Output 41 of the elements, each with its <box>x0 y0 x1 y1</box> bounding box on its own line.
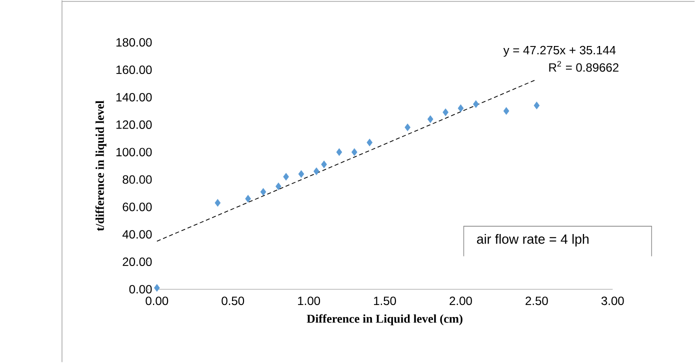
point <box>503 107 510 115</box>
point <box>352 148 358 156</box>
x-tick-label: 3.00 <box>601 296 624 306</box>
x-tick-label: 0.50 <box>222 296 244 306</box>
y-axis-title: t/difference in liquid level <box>95 100 106 232</box>
y-tick-label: 60.00 <box>122 202 152 212</box>
point <box>442 108 448 116</box>
annotation: air flow rate = 4 lph <box>477 234 589 247</box>
x-tick-label: 2.50 <box>526 296 548 306</box>
point <box>245 195 251 203</box>
point <box>298 170 304 178</box>
point <box>427 116 434 124</box>
y-tick-label: 120.00 <box>116 120 152 130</box>
point <box>336 148 342 156</box>
x-tick-label: 1.50 <box>374 296 396 306</box>
y-tick-label: 0.00 <box>129 285 152 294</box>
y-tick-label: 160.00 <box>116 66 152 74</box>
point <box>366 138 372 146</box>
point <box>534 102 540 110</box>
point <box>214 199 221 207</box>
y-tick-label: 180.00 <box>116 38 152 47</box>
x-tick-label: 1.00 <box>298 296 320 306</box>
y-tick-label: 40.00 <box>122 230 152 239</box>
annotation: y = 47.275x + 35.144 <box>503 46 616 57</box>
point <box>458 104 464 112</box>
annotation: R$^{2}$ = 0.89662 <box>549 61 618 72</box>
y-tick-label: 20.00 <box>122 258 152 266</box>
x-tick-label: 2.00 <box>450 296 472 306</box>
point <box>276 182 282 190</box>
y-tick-label: 140.00 <box>116 93 152 102</box>
y-tick-label: 100.00 <box>116 148 152 157</box>
point <box>473 100 479 108</box>
point <box>260 188 266 196</box>
x-tick-label: 0.00 <box>146 296 168 306</box>
y-tick-label: 80.00 <box>122 175 152 184</box>
point <box>283 173 289 181</box>
point <box>154 284 160 292</box>
point <box>404 124 410 132</box>
point <box>314 168 320 176</box>
x-axis-title: Difference in Liquid level (cm) <box>306 314 462 326</box>
point <box>321 160 327 168</box>
